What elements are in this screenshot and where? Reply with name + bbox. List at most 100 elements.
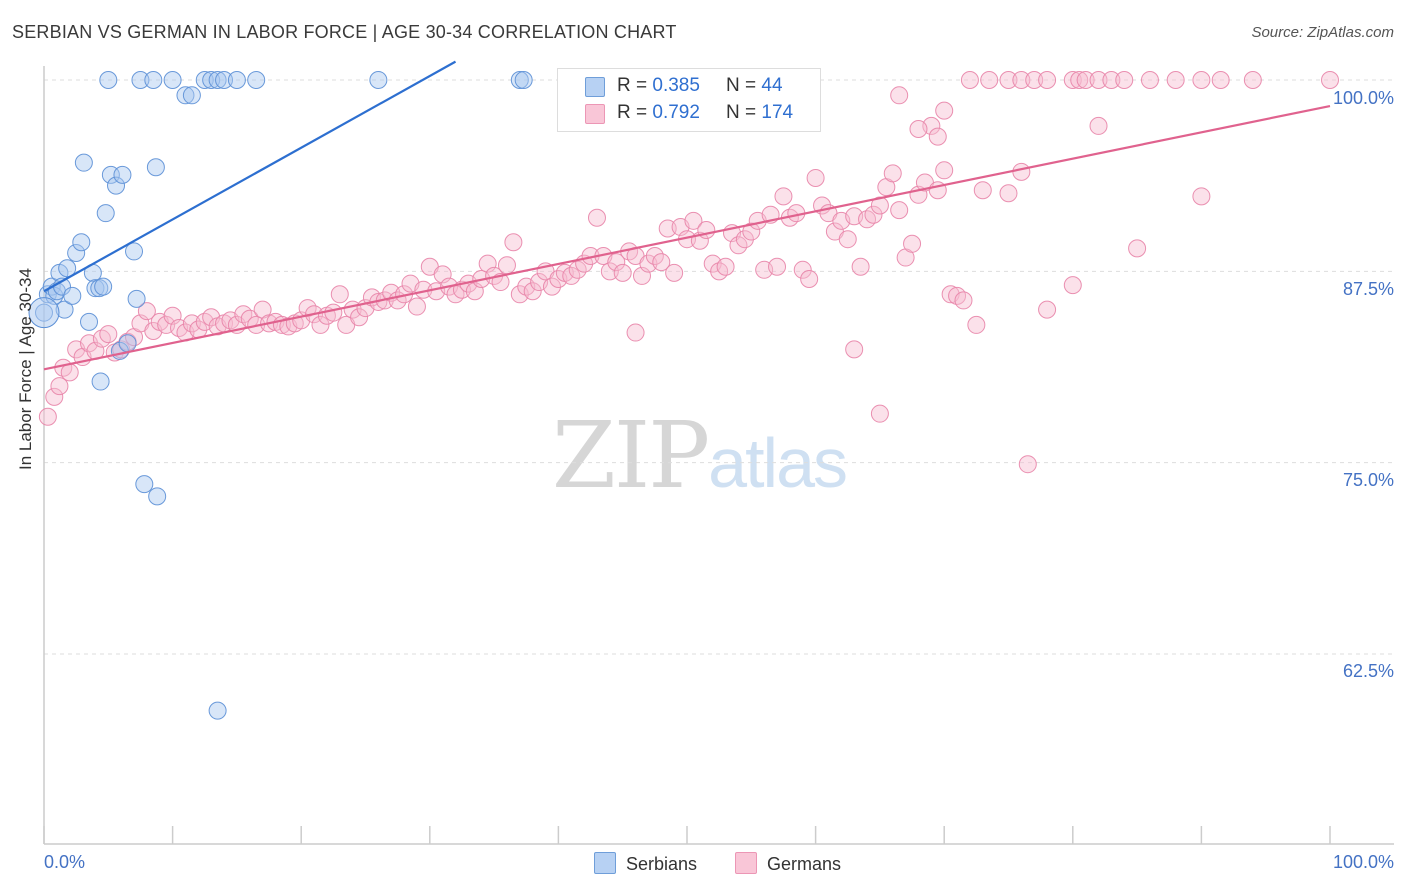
serbians-r-value: 0.385 <box>652 75 700 96</box>
y-tick-label-62-5: 62.5% <box>1342 661 1394 681</box>
germans-point <box>883 164 902 183</box>
germans-point <box>890 201 909 220</box>
germans-point <box>800 269 819 288</box>
serbians-point <box>247 71 266 89</box>
y-tick-label-87-5: 87.5% <box>1342 279 1394 299</box>
germans-point <box>716 257 735 276</box>
germans-point <box>330 285 349 304</box>
germans-point <box>1063 276 1082 295</box>
germans-point <box>1038 300 1057 319</box>
source-credit: Source: ZipAtlas.com <box>1251 24 1394 41</box>
serbians-point <box>125 242 144 261</box>
germans-point <box>710 262 729 281</box>
serbians-point <box>369 71 388 89</box>
serbians-n-label: N = <box>726 75 762 96</box>
germans-point <box>935 101 954 120</box>
germans-point <box>600 262 619 281</box>
serbians-point <box>148 487 167 506</box>
germans-point <box>999 71 1018 89</box>
serbians-point <box>195 71 214 89</box>
serbians-point-large <box>28 297 60 329</box>
legend-row-serbians: R = 0.385 N = 44 <box>558 74 818 100</box>
germans-point <box>948 286 967 305</box>
germans-point <box>523 282 542 301</box>
germans-point <box>858 210 877 229</box>
serbians-points <box>28 71 533 720</box>
axes <box>43 66 1394 845</box>
legend-row-germans: R = 0.792 N = 174 <box>558 101 818 127</box>
serbians-point <box>514 71 533 89</box>
y-axis-label: In Labor Force | Age 30-34 <box>16 268 35 470</box>
germans-point <box>973 181 992 200</box>
germans-point <box>324 303 343 322</box>
watermark-atlas: atlas <box>708 424 848 502</box>
germans-point <box>1070 71 1089 89</box>
germans-point <box>1321 71 1339 89</box>
serbians-swatch <box>585 77 605 97</box>
germans-n-value: 174 <box>761 102 794 123</box>
germans-point <box>1192 187 1211 206</box>
serbians-point <box>118 334 137 353</box>
chart-title: SERBIAN VS GERMAN IN LABOR FORCE | AGE 3… <box>12 22 677 42</box>
germans-point <box>1128 239 1147 258</box>
bottom-germans-label: Germans <box>767 854 842 874</box>
serbians-point <box>96 204 115 223</box>
germans-point <box>45 387 64 406</box>
germans-point <box>1038 71 1057 89</box>
germans-point <box>350 308 369 327</box>
bottom-serbians-label: Serbians <box>626 854 698 874</box>
germans-trend-line <box>43 104 1331 371</box>
serbians-r-label: R = <box>617 75 653 96</box>
serbians-point <box>163 71 182 89</box>
bottom-serbians-swatch <box>594 852 616 874</box>
serbians-point <box>144 71 163 89</box>
serbians-point <box>182 86 201 105</box>
germans-point <box>607 253 626 272</box>
germans-point <box>735 230 754 249</box>
germans-point <box>1089 116 1108 135</box>
germans-point <box>311 315 330 334</box>
germans-point <box>587 208 606 227</box>
germans-point <box>50 377 69 396</box>
serbians-n-value: 44 <box>761 75 783 96</box>
serbians-point <box>146 158 165 177</box>
germans-point <box>1018 455 1037 474</box>
bottom-legend-germans: Germans <box>735 852 841 875</box>
germans-point <box>870 196 889 215</box>
germans-point <box>909 119 928 138</box>
germans-point <box>234 305 253 324</box>
germans-point <box>652 253 671 272</box>
serbians-point <box>86 279 105 298</box>
germans-point <box>999 184 1018 203</box>
serbians-point <box>107 176 126 195</box>
germans-swatch <box>585 104 605 124</box>
serbians-point <box>208 701 227 720</box>
serbians-point <box>131 71 150 89</box>
germans-point <box>1243 71 1262 89</box>
germans-point <box>626 323 645 342</box>
serbians-trend-line <box>43 60 457 293</box>
serbians-n: N = 44 <box>726 75 783 97</box>
germans-point <box>658 219 677 238</box>
germans-point <box>980 71 999 89</box>
germans-point <box>1140 71 1159 89</box>
serbians-point <box>202 71 221 89</box>
germans-point <box>890 86 909 105</box>
serbians-point <box>80 312 99 331</box>
serbians-point <box>215 71 234 89</box>
germans-point <box>60 363 79 382</box>
serbians-point <box>113 165 132 184</box>
serbians-point <box>67 243 86 262</box>
germans-n-label: N = <box>726 102 762 123</box>
serbians-point <box>74 153 93 172</box>
germans-point <box>99 325 118 344</box>
germans-point <box>407 297 426 316</box>
serbians-point <box>135 475 154 494</box>
germans-point <box>1166 71 1185 89</box>
serbians-point <box>227 71 246 89</box>
germans-r-label: R = <box>617 102 653 123</box>
germans-r-value: 0.792 <box>652 102 700 123</box>
germans-point <box>870 404 889 423</box>
germans-point <box>903 234 922 253</box>
